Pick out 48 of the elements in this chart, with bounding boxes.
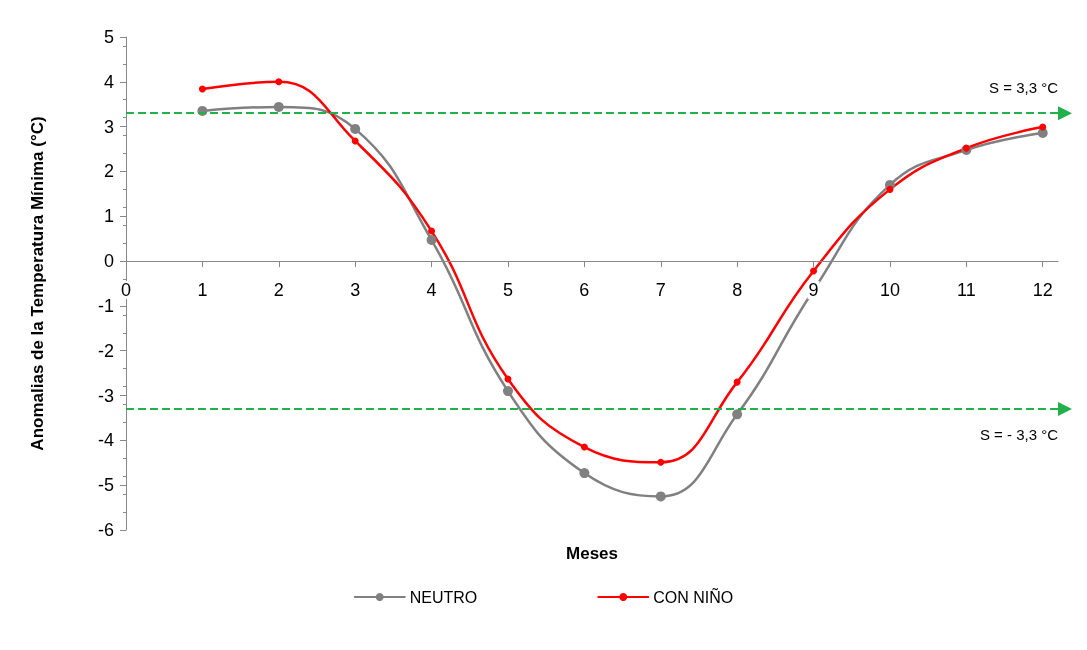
y-tick-label: -6 [97, 520, 114, 540]
point [502, 386, 513, 397]
y-axis-title: Anomalias de la Temperatura Mínima (°C) [28, 116, 47, 451]
y-tick-label: 5 [103, 27, 114, 47]
x-tick-label: 7 [655, 280, 666, 301]
y-tick-label: -4 [97, 430, 114, 451]
point [732, 409, 743, 420]
legend-label: CON NIÑO [653, 586, 734, 606]
point [351, 137, 359, 145]
x-tick-label: 4 [426, 280, 437, 301]
y-tick-label: -5 [97, 475, 114, 496]
point [733, 378, 741, 386]
y-tick-label: -2 [97, 340, 114, 361]
x-tick-label: 11 [956, 280, 976, 301]
x-tick-label: 12 [1032, 280, 1053, 301]
legend-label: NEUTRO [409, 588, 478, 606]
point [273, 101, 284, 112]
y-tick-label: 3 [103, 116, 114, 137]
x-axis-title: Meses [566, 543, 618, 563]
point [1039, 123, 1047, 131]
point [350, 123, 361, 134]
point [579, 468, 590, 479]
x-tick-label: 8 [732, 280, 743, 301]
ref-line-label: S = 3,3 °C [989, 79, 1059, 97]
y-tick-label: -1 [97, 295, 114, 316]
point [198, 85, 206, 93]
point [886, 185, 894, 193]
point [428, 227, 436, 235]
y-tick-label: -3 [97, 385, 114, 406]
y-tick-label: 0 [103, 251, 114, 272]
point [655, 491, 666, 502]
y-tick-label: 4 [103, 71, 114, 92]
y-tick-label: 2 [103, 161, 114, 182]
point [657, 458, 665, 466]
x-tick-label: 0 [120, 280, 132, 301]
x-tick-label: 3 [350, 280, 361, 301]
point [275, 78, 283, 86]
x-tick-label: 6 [579, 280, 590, 301]
x-tick-label: 1 [197, 280, 208, 301]
x-tick-label: 9 [808, 280, 819, 301]
x-tick-label: 10 [879, 280, 900, 301]
point [580, 443, 588, 451]
x-tick-label: 5 [502, 280, 513, 301]
point [426, 235, 437, 246]
point [810, 267, 818, 275]
y-tick-label: 1 [103, 206, 114, 227]
ref-line-label: S = - 3,3 °C [979, 425, 1059, 443]
x-tick-label: 2 [273, 280, 284, 301]
